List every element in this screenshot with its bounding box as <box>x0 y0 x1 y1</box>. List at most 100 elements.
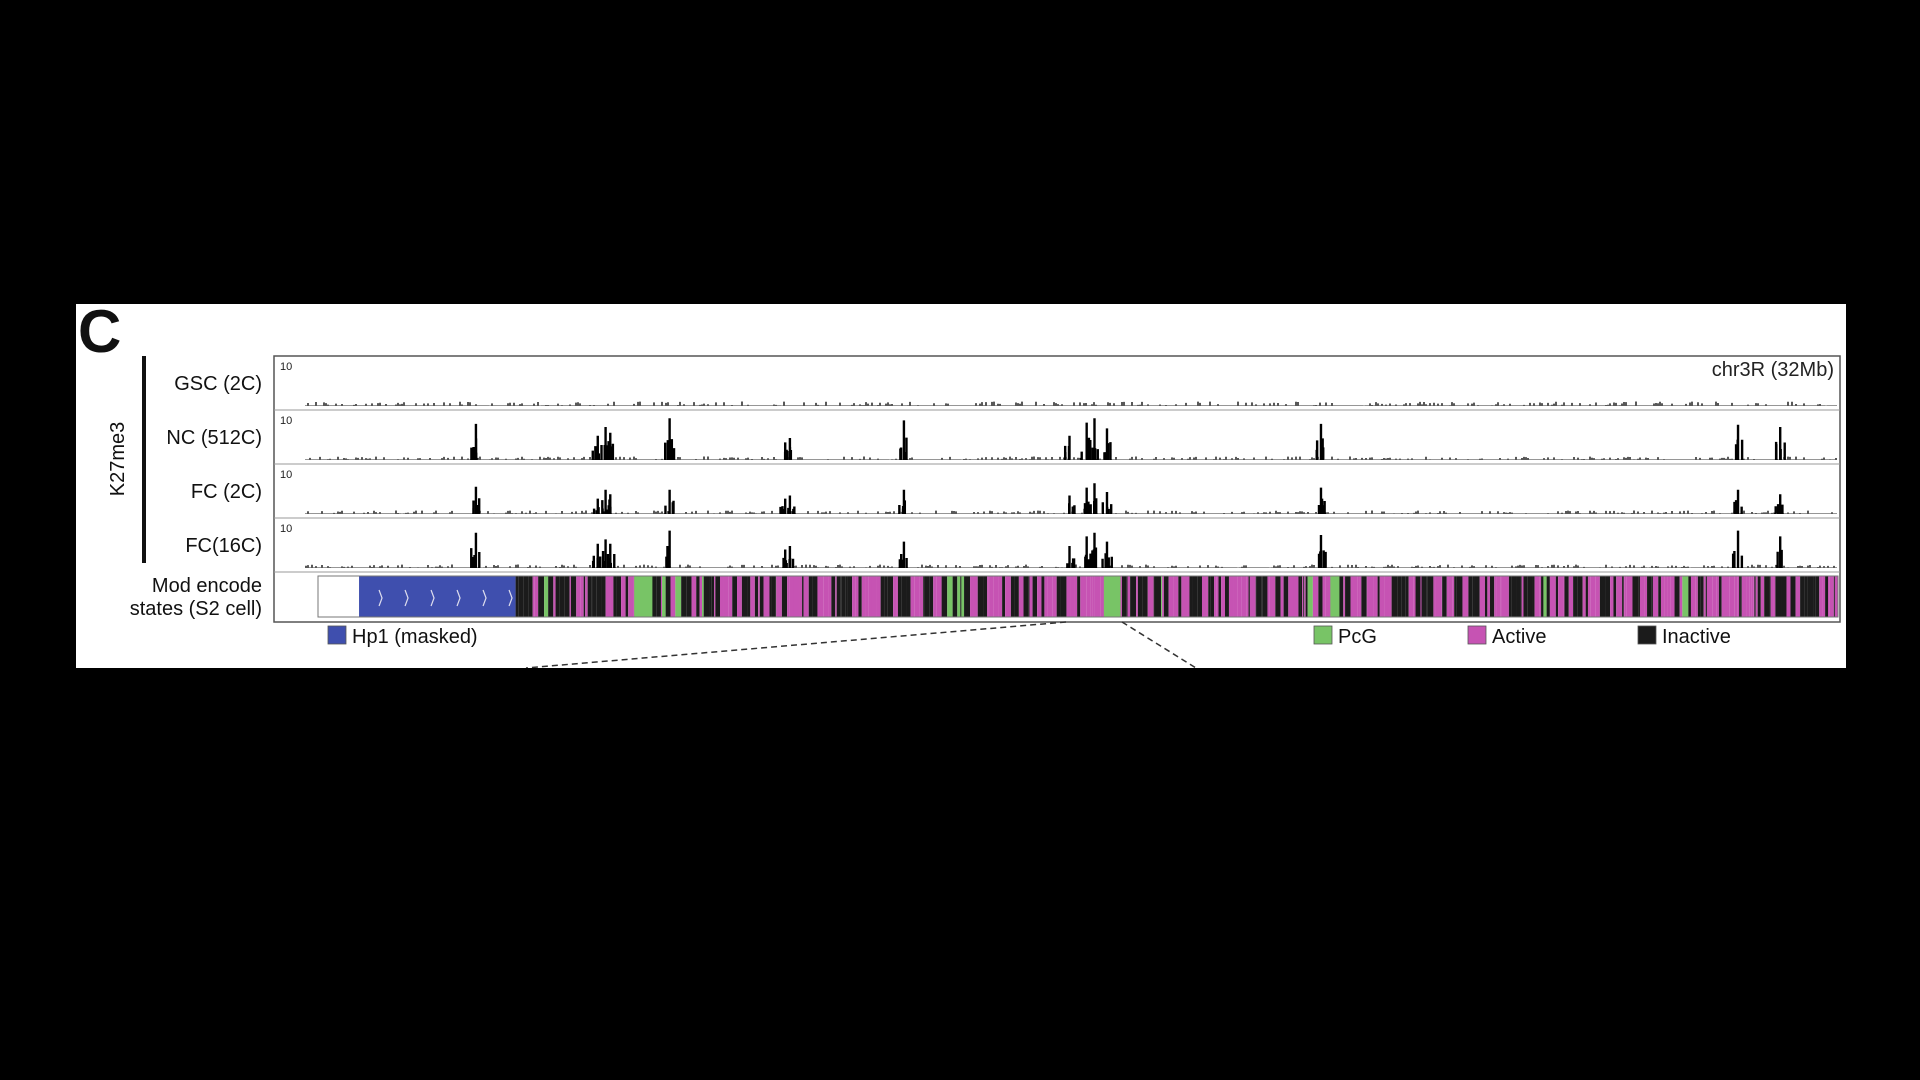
state-stripe <box>1367 576 1374 617</box>
state-stripe <box>1638 576 1640 617</box>
track-name: GSC (2C) <box>174 373 262 395</box>
state-stripe <box>1241 576 1247 617</box>
state-stripe <box>1159 576 1162 617</box>
state-stripe <box>1077 576 1081 617</box>
state-stripe <box>1527 576 1533 617</box>
state-stripe <box>1660 576 1665 617</box>
state-stripe <box>534 576 539 617</box>
state-stripe <box>1181 576 1188 617</box>
signal-peak <box>591 543 602 568</box>
state-stripe <box>728 576 733 617</box>
state-stripe <box>960 576 962 617</box>
state-stripe <box>1737 576 1740 617</box>
state-stripe <box>1189 576 1193 617</box>
state-stripe <box>1361 576 1367 617</box>
state-hp1 <box>359 576 516 617</box>
state-stripe <box>1130 576 1137 617</box>
legend: Hp1 (masked) PcG Active Inactive <box>327 625 1731 648</box>
signal-peak <box>1317 487 1326 514</box>
state-stripe <box>855 576 859 617</box>
state-stripe <box>1658 576 1661 617</box>
state-stripe <box>893 576 897 617</box>
state-stripe <box>1639 576 1645 617</box>
state-stripe <box>1060 576 1067 617</box>
signal-peak <box>784 438 793 460</box>
state-stripe <box>1541 576 1544 617</box>
track-name: FC (2C) <box>191 481 262 503</box>
state-stripe <box>901 576 907 617</box>
state-stripe <box>1667 576 1671 617</box>
signal-peak <box>1066 546 1076 568</box>
state-stripe <box>1187 576 1190 617</box>
state-stripe <box>1161 576 1163 617</box>
state-stripe <box>1786 576 1791 617</box>
mark-bracket <box>142 356 146 563</box>
signal-baseline <box>305 401 1837 406</box>
state-stripe <box>787 576 790 617</box>
state-stripe <box>1070 576 1075 617</box>
state-stripe <box>1834 576 1838 617</box>
state-stripe <box>929 576 934 617</box>
state-stripe <box>559 576 565 617</box>
state-stripe <box>769 576 772 617</box>
state-stripe <box>812 576 818 617</box>
state-stripe <box>1325 576 1332 617</box>
state-stripe <box>1197 576 1202 617</box>
state-stripe <box>1280 576 1284 617</box>
state-stripe <box>1214 576 1217 617</box>
state-stripe <box>1454 576 1457 617</box>
state-stripe <box>696 576 700 617</box>
state-stripe <box>1408 576 1414 617</box>
state-stripe <box>987 576 989 617</box>
state-stripe <box>1192 576 1198 617</box>
state-stripe <box>1807 576 1814 617</box>
state-stripe <box>1558 576 1564 617</box>
state-stripe <box>1700 576 1704 617</box>
state-stripe <box>1041 576 1045 617</box>
signal-peak <box>898 541 908 568</box>
state-stripe <box>1302 576 1304 617</box>
state-stripe <box>703 576 710 617</box>
state-stripe <box>1379 576 1385 617</box>
state-stripe <box>1080 576 1087 617</box>
state-stripe <box>868 576 872 617</box>
state-stripe <box>1153 576 1155 617</box>
state-stripe <box>793 576 800 617</box>
state-stripe <box>1142 576 1148 617</box>
state-stripe <box>1599 576 1606 617</box>
state-stripe <box>896 576 898 617</box>
track-name: NC (512C) <box>166 427 262 449</box>
state-stripe <box>988 576 990 617</box>
state-stripe <box>1573 576 1578 617</box>
hp1-tick <box>482 589 487 607</box>
state-stripe <box>1283 576 1289 617</box>
signal-peak <box>664 489 675 514</box>
state-stripe <box>605 576 611 617</box>
signal-peak <box>665 530 671 568</box>
signal-peak <box>592 498 600 514</box>
state-stripe <box>1775 576 1782 617</box>
state-stripe <box>570 576 577 617</box>
state-stripe <box>1757 576 1761 617</box>
state-stripe <box>715 576 721 617</box>
state-stripe <box>1010 576 1015 617</box>
legend-swatch <box>1637 625 1657 645</box>
state-stripe <box>1163 576 1169 617</box>
state-stripe <box>1487 576 1490 617</box>
state-stripe <box>1094 576 1101 617</box>
state-stripe <box>656 576 661 617</box>
state-stripe <box>1154 576 1160 617</box>
legend-item: Hp1 (masked) <box>327 625 478 648</box>
state-stripe <box>576 576 581 617</box>
legend-label: Inactive <box>1662 626 1731 648</box>
state-stripe <box>1037 576 1042 617</box>
state-stripe <box>1162 576 1164 617</box>
state-stripe <box>1210 576 1215 617</box>
signal-peak <box>472 486 481 514</box>
state-stripe <box>1441 576 1443 617</box>
state-stripe <box>1511 576 1517 617</box>
state-stripe <box>1023 576 1029 617</box>
state-stripe <box>1267 576 1270 617</box>
signal-peak <box>898 489 907 514</box>
state-stripe <box>548 576 554 617</box>
